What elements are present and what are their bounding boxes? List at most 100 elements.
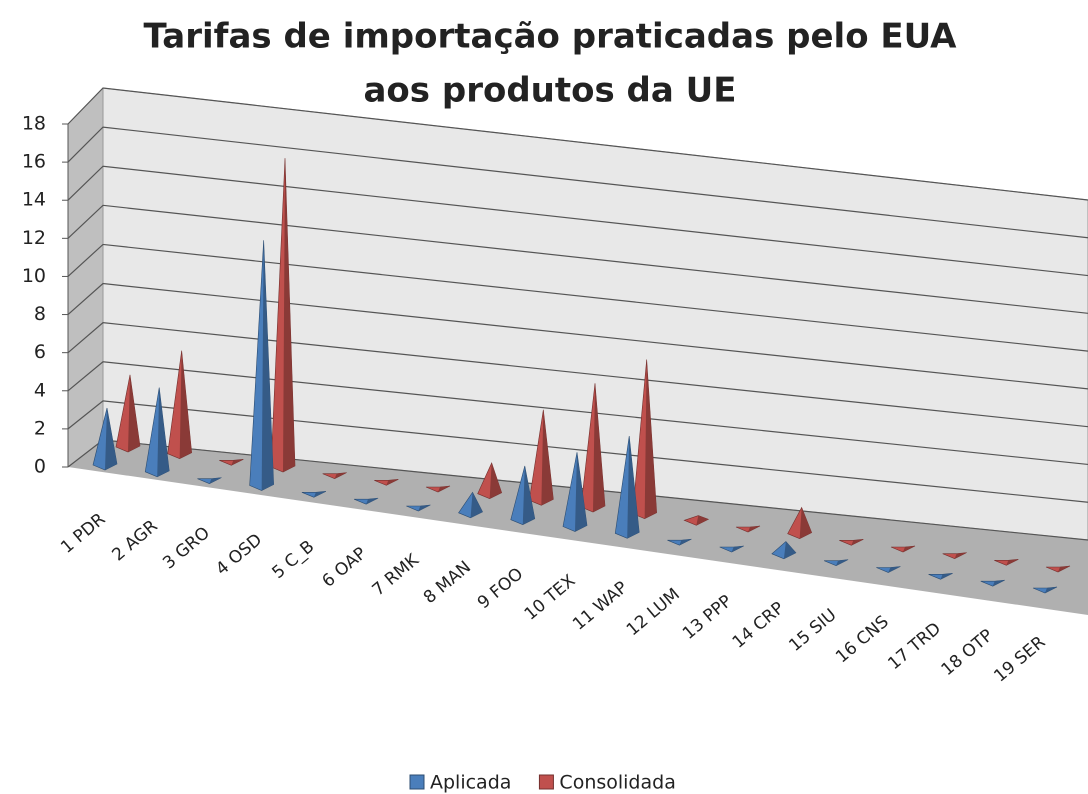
x-tick-label: 1 PDR xyxy=(57,509,109,557)
pyramid-group xyxy=(614,435,640,539)
pyramid-shade xyxy=(1058,566,1070,572)
pyramid-shade xyxy=(522,465,535,525)
y-tick-label: 6 xyxy=(34,341,46,363)
pyramid-group xyxy=(406,504,431,512)
pyramid-shade xyxy=(627,436,640,539)
x-tick-label: 5 C_B xyxy=(268,537,318,583)
pyramid-shade xyxy=(179,350,192,459)
side-wall xyxy=(68,88,103,467)
x-tick-label: 4 OSD xyxy=(212,530,266,580)
pyramid-shade xyxy=(209,477,222,484)
y-tick-label: 14 xyxy=(22,189,46,211)
pyramid-shade xyxy=(157,387,170,477)
x-tick-label: 12 LUM xyxy=(623,585,684,641)
pyramid-group xyxy=(270,158,296,473)
x-tick-label: 13 PPP xyxy=(679,591,736,643)
x-tick-label: 15 SIU xyxy=(785,605,840,656)
pyramid-group xyxy=(425,485,451,493)
legend-label: Consolidada xyxy=(559,772,675,794)
y-tick-label: 18 xyxy=(22,113,46,135)
chart-title: Tarifas de importação praticadas pelo EU… xyxy=(143,17,957,57)
pyramid-shade xyxy=(313,491,326,498)
pyramid-group xyxy=(219,459,244,466)
pyramid-group xyxy=(1045,565,1071,573)
pyramid-group xyxy=(353,497,379,505)
pyramid-shade xyxy=(903,546,915,552)
grid-line xyxy=(67,400,1088,503)
pyramid-shade xyxy=(438,486,450,492)
pyramid-shade xyxy=(888,566,901,573)
x-tick-label: 6 OAP xyxy=(318,544,370,592)
pyramid-shade xyxy=(731,546,744,552)
pyramid-shade xyxy=(105,408,117,470)
pyramid-shade xyxy=(679,539,692,546)
grid-line xyxy=(67,204,1088,314)
pyramid-shade xyxy=(799,507,812,539)
x-tick-label: 18 OTP xyxy=(938,626,998,681)
legend-label: Aplicada xyxy=(430,772,511,794)
pyramid-shade xyxy=(1006,559,1019,566)
legend-swatch xyxy=(538,774,554,790)
pyramid-group xyxy=(994,559,1019,566)
x-tick-label: 17 TRD xyxy=(884,619,945,674)
pyramid-group xyxy=(928,573,953,580)
pyramid-shade xyxy=(940,573,953,580)
pyramid-shade xyxy=(470,492,483,518)
y-tick-label: 16 xyxy=(22,151,46,173)
pyramid-group xyxy=(823,559,849,566)
x-tick-label: 3 GRO xyxy=(159,523,214,573)
grid-line xyxy=(67,322,1088,428)
x-tick-label: 19 SER xyxy=(990,632,1049,686)
pyramid-shade xyxy=(644,359,657,519)
pyramid-group xyxy=(771,541,797,560)
pyramid-group xyxy=(301,491,327,498)
pyramid-group xyxy=(667,538,692,546)
pyramid-group xyxy=(942,552,967,559)
y-tick-label: 10 xyxy=(22,265,46,287)
pyramid-group xyxy=(632,359,657,519)
pyramid-group xyxy=(92,407,118,471)
pyramid-shade xyxy=(748,526,760,532)
pyramid-shade xyxy=(696,515,709,526)
legend-swatch xyxy=(409,774,425,790)
pyramid-group xyxy=(374,479,399,486)
pyramid-group xyxy=(1032,586,1058,594)
pyramid-group xyxy=(562,452,588,532)
pyramid-group xyxy=(529,409,554,506)
pyramid-shade xyxy=(851,539,864,546)
y-tick-label: 2 xyxy=(34,417,46,439)
pyramid-group xyxy=(458,491,483,519)
pyramid-group xyxy=(115,374,141,453)
x-tick-label: 9 FOO xyxy=(474,564,527,613)
pyramid-group xyxy=(890,545,916,553)
pyramid-group xyxy=(322,472,347,479)
pyramid-shade xyxy=(386,479,399,486)
pyramid-shade xyxy=(283,158,295,472)
pyramid-group xyxy=(144,387,170,478)
pyramid-shade xyxy=(261,240,274,491)
y-tick-label: 4 xyxy=(34,379,46,401)
pyramid-group xyxy=(580,383,606,513)
grid-line xyxy=(67,126,1088,239)
pyramid-shade xyxy=(1045,587,1057,593)
pyramid-shade xyxy=(593,383,605,512)
pyramid-group xyxy=(249,240,274,491)
pyramid-shade xyxy=(575,452,587,532)
pyramid-shade xyxy=(954,552,967,559)
grid-line xyxy=(67,282,1088,390)
pyramid-shade xyxy=(992,580,1005,587)
pyramid-group xyxy=(167,350,192,459)
y-tick-label: 12 xyxy=(22,227,46,249)
pyramid-group xyxy=(980,579,1005,587)
grid-line xyxy=(67,243,1088,352)
grid-line xyxy=(67,87,1088,201)
chart-title: aos produtos da UE xyxy=(363,71,736,111)
pyramid-shade xyxy=(366,498,379,505)
pyramid-group xyxy=(477,462,503,499)
x-tick-label: 7 RMK xyxy=(369,550,424,600)
pyramid-shade xyxy=(783,541,796,559)
grid-line xyxy=(67,361,1088,466)
pyramid-shade xyxy=(334,472,347,479)
pyramid-group xyxy=(787,506,813,539)
